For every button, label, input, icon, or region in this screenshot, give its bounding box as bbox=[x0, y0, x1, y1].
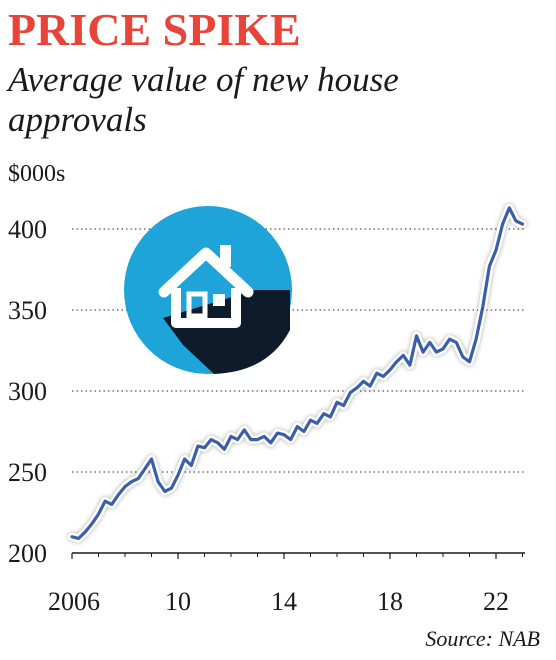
source-note: Source: NAB bbox=[425, 626, 540, 651]
data-point bbox=[409, 364, 411, 366]
data-point bbox=[428, 341, 431, 344]
data-point bbox=[243, 429, 246, 431]
x-tick-label: 14 bbox=[271, 587, 297, 616]
data-point bbox=[256, 438, 259, 441]
data-point bbox=[495, 249, 497, 251]
house-chimney bbox=[220, 245, 231, 267]
data-point bbox=[448, 338, 451, 340]
data-point bbox=[435, 351, 438, 353]
data-point bbox=[170, 487, 173, 490]
house-icon bbox=[124, 206, 292, 374]
data-point bbox=[442, 348, 444, 350]
data-point bbox=[316, 422, 318, 425]
data-point bbox=[210, 438, 212, 441]
data-point bbox=[369, 385, 371, 387]
data-point bbox=[236, 438, 239, 441]
data-point bbox=[342, 404, 345, 407]
y-axis-unit-label: $000s bbox=[8, 161, 66, 187]
data-point bbox=[382, 375, 385, 378]
data-point bbox=[515, 220, 517, 222]
x-tick-label: 2006 bbox=[48, 587, 100, 616]
data-point bbox=[415, 335, 418, 337]
data-point bbox=[91, 523, 93, 525]
data-point bbox=[203, 446, 206, 449]
data-point bbox=[157, 480, 159, 483]
data-point bbox=[77, 537, 80, 540]
series-layer bbox=[68, 203, 527, 543]
data-point bbox=[336, 401, 338, 404]
data-point bbox=[356, 386, 358, 389]
data-point bbox=[137, 477, 140, 480]
data-point bbox=[395, 361, 398, 363]
y-tick-label: 300 bbox=[8, 377, 47, 406]
data-point bbox=[488, 265, 491, 268]
chart-subtitle: Average value of new house approvals bbox=[8, 60, 399, 139]
data-point bbox=[117, 493, 120, 496]
house-roof bbox=[158, 247, 254, 298]
data-point bbox=[322, 412, 325, 415]
data-point bbox=[289, 438, 292, 441]
data-point bbox=[97, 513, 100, 515]
data-point bbox=[375, 372, 378, 374]
data-point bbox=[402, 354, 405, 357]
data-point bbox=[349, 391, 352, 394]
data-point bbox=[230, 435, 232, 438]
data-point bbox=[501, 223, 504, 225]
data-point bbox=[303, 430, 305, 433]
data-point bbox=[190, 464, 193, 467]
y-tick-label: 350 bbox=[8, 296, 47, 325]
house-window bbox=[213, 294, 225, 306]
data-point bbox=[104, 500, 106, 502]
data-point bbox=[163, 490, 166, 493]
data-point bbox=[508, 207, 511, 209]
house-door bbox=[186, 291, 208, 319]
data-point bbox=[84, 531, 87, 533]
data-point bbox=[183, 458, 186, 460]
data-point bbox=[296, 425, 299, 428]
x-tick-label: 18 bbox=[377, 587, 403, 616]
data-point bbox=[177, 474, 179, 477]
gridlines bbox=[72, 228, 525, 554]
data-point bbox=[389, 369, 391, 371]
data-point bbox=[521, 223, 524, 225]
y-axis-ticks: 200 250 300 350 400 bbox=[8, 215, 47, 568]
y-tick-label: 400 bbox=[8, 215, 47, 244]
data-point bbox=[276, 432, 279, 434]
house-walls bbox=[171, 288, 241, 328]
data-point bbox=[124, 485, 126, 488]
data-point bbox=[283, 433, 285, 436]
data-point bbox=[130, 480, 133, 483]
data-point bbox=[455, 341, 458, 344]
y-tick-label: 250 bbox=[8, 458, 47, 487]
data-point bbox=[309, 419, 312, 421]
data-point bbox=[481, 305, 484, 308]
data-point bbox=[263, 435, 265, 438]
x-tick-label: 22 bbox=[483, 587, 509, 616]
data-point bbox=[422, 351, 424, 353]
data-point bbox=[475, 338, 477, 340]
data-point bbox=[197, 445, 199, 447]
data-point bbox=[269, 442, 272, 444]
x-axis-ticks: 2006 10 14 18 22 bbox=[48, 553, 523, 616]
data-point bbox=[329, 416, 332, 418]
chart-title: PRICE SPIKE bbox=[8, 4, 301, 55]
icon-shadow bbox=[163, 290, 290, 374]
data-point bbox=[110, 503, 113, 506]
data-point bbox=[468, 361, 471, 363]
data-point bbox=[362, 380, 365, 383]
data-point bbox=[250, 438, 252, 441]
data-point bbox=[462, 356, 464, 358]
y-tick-label: 200 bbox=[8, 539, 47, 568]
x-tick-label: 10 bbox=[165, 587, 191, 616]
data-point bbox=[71, 536, 73, 538]
data-point bbox=[150, 458, 153, 460]
data-point bbox=[144, 467, 146, 470]
data-point bbox=[223, 448, 226, 451]
data-point bbox=[216, 442, 219, 444]
